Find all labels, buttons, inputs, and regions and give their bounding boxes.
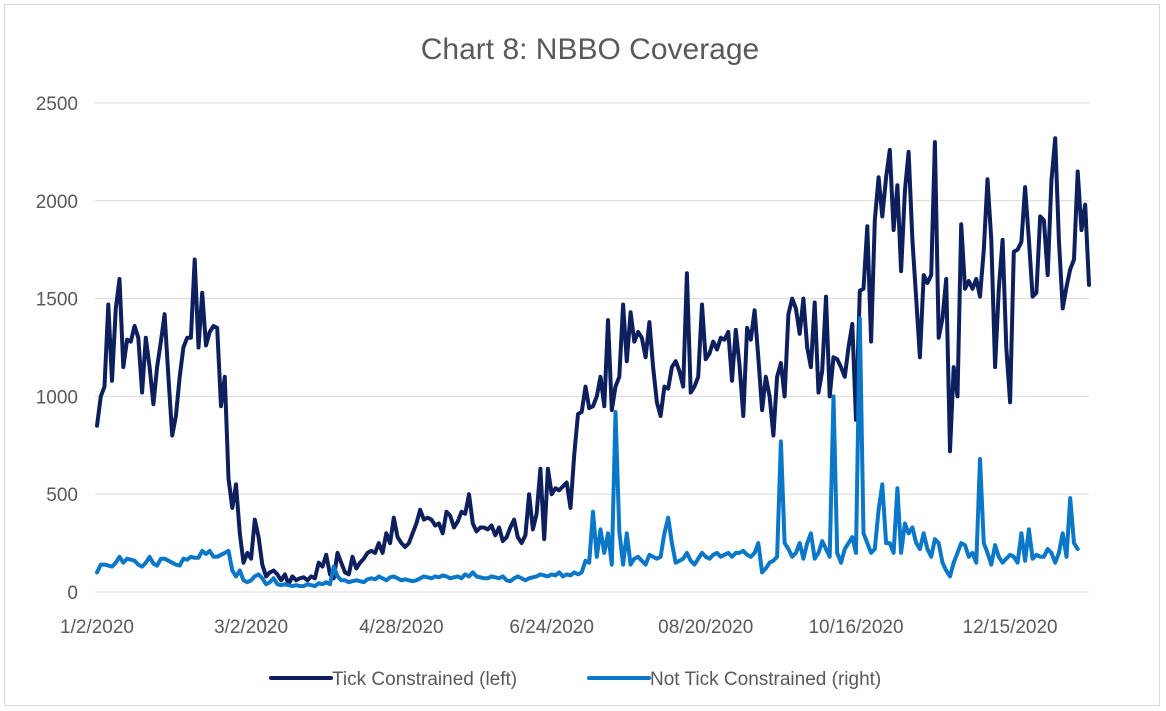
- x-tick-label: 6/24/2020: [509, 617, 594, 638]
- x-tick-label: 3/2/2020: [214, 617, 288, 638]
- series-line-tick-constrained: [95, 136, 1091, 587]
- series-lines: [95, 136, 1091, 589]
- x-tick-label: 10/16/2020: [808, 617, 903, 638]
- x-tick-label: 08/20/2020: [658, 617, 753, 638]
- y-tick-label: 0: [67, 583, 78, 604]
- x-tick-label: 12/15/2020: [963, 617, 1058, 638]
- x-axis-ticks: 1/2/2020 3/2/2020 4/28/2020 6/24/2020 08/20/…: [60, 617, 1058, 638]
- legend-label: Not Tick Constrained (right): [650, 669, 881, 690]
- x-tick-label: 4/28/2020: [359, 617, 444, 638]
- y-tick-label: 2500: [36, 94, 78, 115]
- chart-frame: [4, 4, 1160, 706]
- series-line-not-tick-constrained: [95, 316, 1080, 589]
- legend: Tick Constrained (left) Not Tick Constrai…: [269, 669, 881, 690]
- y-tick-label: 1000: [36, 387, 78, 408]
- legend-label: Tick Constrained (left): [332, 669, 517, 690]
- y-axis-ticks: 0 500 1000 1500 2000 2500: [36, 94, 78, 604]
- y-tick-label: 500: [46, 485, 78, 506]
- y-tick-label: 1500: [36, 290, 78, 311]
- x-tick-label: 1/2/2020: [60, 617, 134, 638]
- y-tick-label: 2000: [36, 192, 78, 213]
- chart-title: Chart 8: NBBO Coverage: [421, 33, 759, 66]
- gridlines: [95, 102, 1089, 593]
